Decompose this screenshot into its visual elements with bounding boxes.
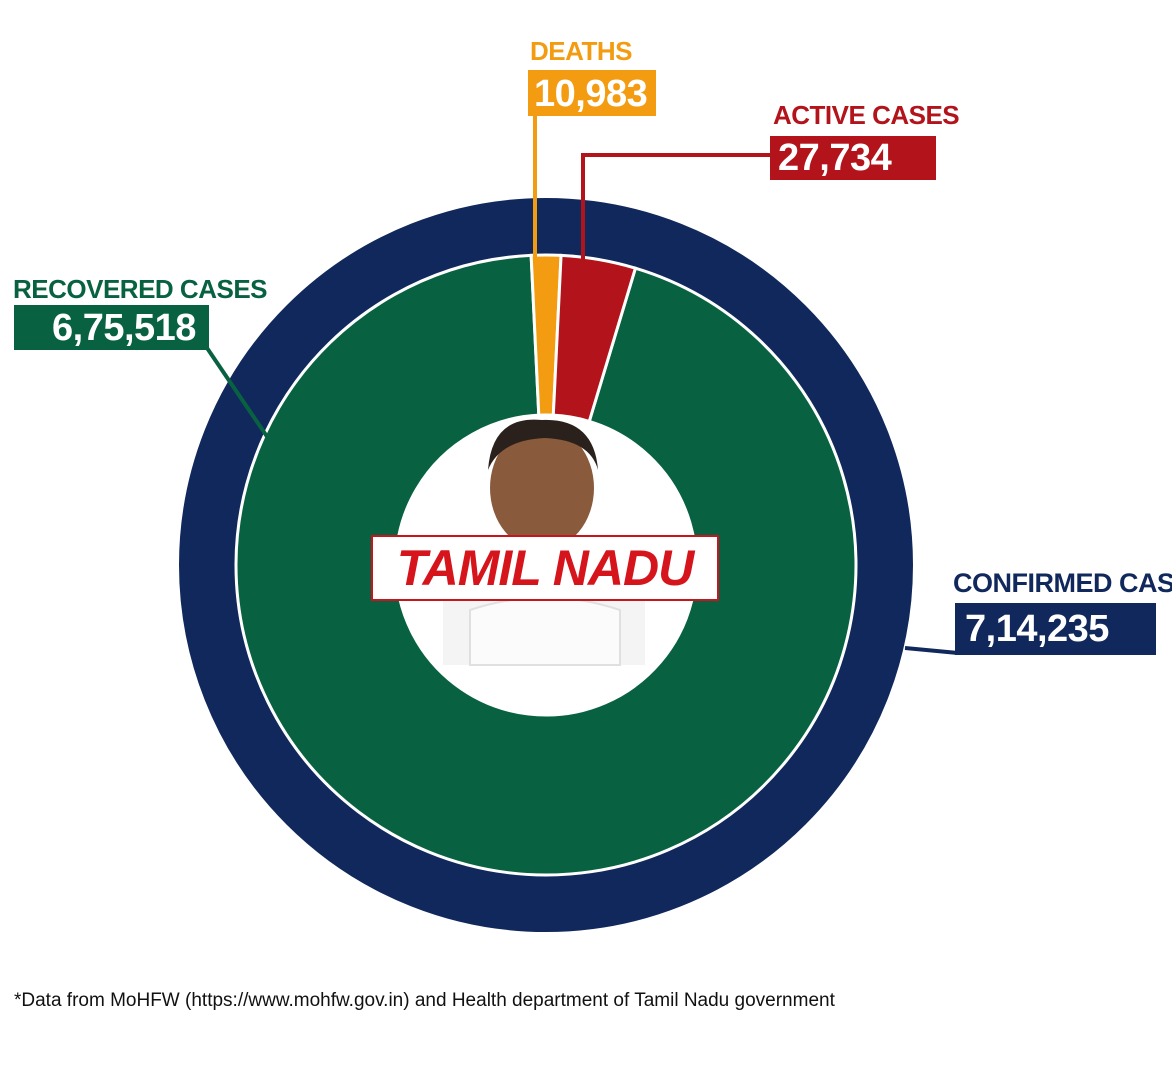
active-value: 27,734	[778, 137, 892, 179]
deaths-value-box	[528, 70, 656, 116]
confirmed-value: 7,14,235	[965, 608, 1109, 650]
confirmed-ring	[179, 198, 913, 932]
confirmed-label: CONFIRMED CASES	[953, 568, 1172, 598]
deaths-label: DEATHS	[530, 36, 632, 66]
state-title: TAMIL NADU	[396, 540, 694, 596]
confirmed-value-box	[955, 603, 1156, 655]
recovered-value: 6,75,518	[52, 307, 196, 349]
active-label: ACTIVE CASES	[773, 100, 960, 130]
active-leader-line	[581, 153, 770, 262]
recovered-label: RECOVERED CASES	[13, 274, 268, 304]
recovered-value-box	[14, 305, 209, 350]
state-title-box: TAMIL NADU	[371, 535, 719, 601]
active-value-box	[770, 136, 936, 180]
confirmed-leader-line	[904, 646, 959, 655]
recovered-leader-line	[203, 343, 270, 440]
source-footnote: *Data from MoHFW (https://www.mohfw.gov.…	[14, 990, 835, 1011]
recovered-slice	[234, 253, 858, 877]
deaths-value: 10,983	[534, 73, 648, 115]
